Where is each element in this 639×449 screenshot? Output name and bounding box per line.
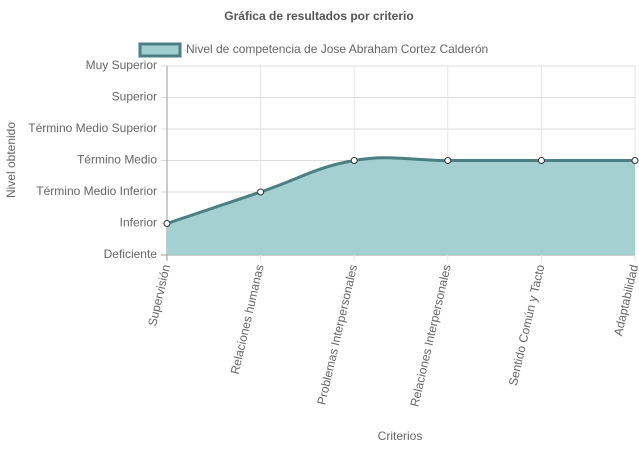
point: [350, 157, 358, 164]
area: [167, 157, 635, 255]
chart-title: Gráfica de resultados por criterio: [224, 9, 413, 23]
x-tick-label: Relaciones Interpersonales: [407, 263, 453, 408]
x-tick-label: Relaciones humanas: [228, 263, 267, 375]
legend-swatch: [138, 42, 182, 58]
y-tick-label: Muy Superior: [86, 58, 157, 72]
point: [537, 157, 545, 164]
y-tick-label: Superior: [112, 90, 157, 104]
line: [166, 156, 635, 225]
y-tick-label: Deficiente: [104, 247, 158, 261]
legend-label: Nivel de competencia de Jose Abraham Cor…: [186, 42, 488, 56]
x-tick-label: Adaptabilidad: [611, 263, 639, 337]
x-tick-label: Problemas Interpersonales: [314, 263, 360, 406]
point: [631, 157, 639, 164]
point: [163, 220, 171, 227]
point: [444, 157, 452, 164]
y-tick-label: Inferior: [120, 216, 157, 230]
y-tick-label: Término Medio Superior: [28, 121, 157, 135]
x-tick-label: Supervisión: [145, 263, 173, 327]
point: [257, 188, 265, 196]
y-tick-label: Término Medio Inferior: [36, 184, 157, 198]
x-axis-title: Criterios: [378, 429, 423, 443]
x-tick-label: Sentido Común y Tacto: [506, 263, 548, 387]
y-tick-label: Término Medio: [77, 153, 157, 167]
y-axis-title: Nivel obtenido: [4, 122, 18, 198]
